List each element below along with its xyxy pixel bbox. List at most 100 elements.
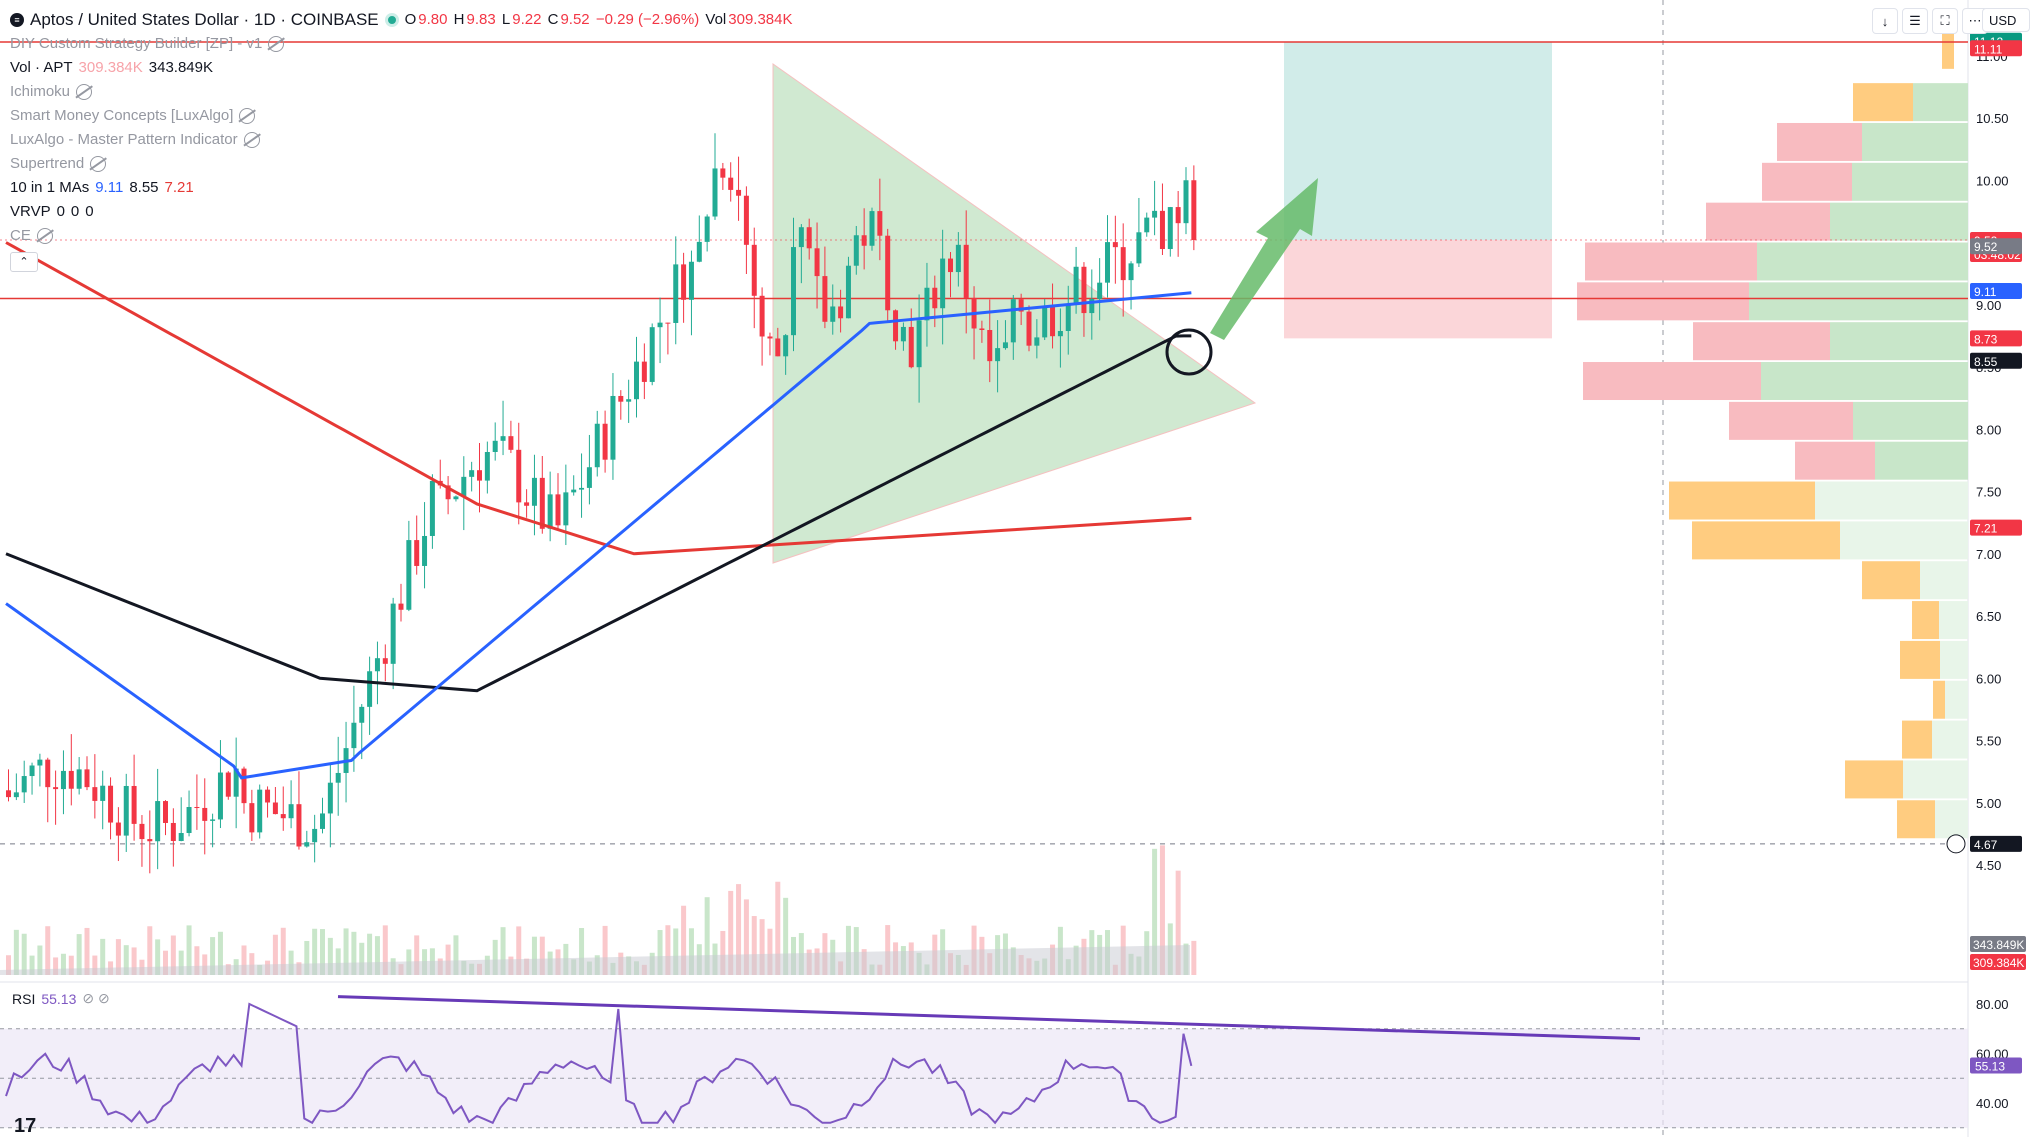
volume-bar [445,944,451,975]
candle-body [696,241,702,262]
candle-body [147,839,153,842]
candle-body [1152,210,1158,218]
candle-body [531,477,537,506]
price-tag-label: 8.73 [1974,332,1998,346]
volume-profile-bar [1761,362,1968,401]
volume-bar [100,938,106,975]
price-tag-label: 4.67 [1974,838,1998,852]
candle-body [1089,298,1095,314]
candle-body [1081,266,1087,314]
candle-body [304,842,310,847]
candle-body [53,787,59,790]
volume-bar [1159,845,1165,975]
volume-bar [382,925,388,975]
price-tick-label: 4.50 [1976,858,2001,873]
candle-body [225,772,231,797]
hidden-eye-icon[interactable] [90,156,107,172]
price-tick-label: 10.50 [1976,111,2009,126]
candle-body [673,264,679,323]
indicator-ce[interactable]: CE [10,224,795,248]
volume-tag-label: 343.849K [1973,938,2024,952]
indicator-smc[interactable]: Smart Money Concepts [LuxAlgo] [10,104,795,128]
candle-body [1034,337,1040,346]
price-tag [1970,238,2022,255]
candle-body [367,671,373,707]
down-arrow-icon[interactable]: ↓ [1872,8,1898,34]
settings-icon[interactable]: ☰ [1902,8,1928,34]
candle-body [265,789,271,803]
candle-body [1010,299,1016,343]
volume-profile-bar [1935,800,1968,839]
candle-body [249,803,255,833]
indicator-vrvp[interactable]: VRVP 0 0 0 [10,203,94,220]
candle-body [759,295,765,337]
price-tick-label: 6.50 [1976,609,2001,624]
volume-bar [343,928,349,975]
volume-profile-bar [1945,680,1968,719]
volume-profile-bar [1585,242,1757,281]
volume-tag [1970,954,2026,970]
candle-body [13,792,19,798]
currency-selector[interactable]: USD [1982,8,2030,32]
volume-bar [68,955,74,975]
indicator-volume[interactable]: Vol · APT 309.384K 343.849K [10,59,213,76]
rsi-line [5,1002,1193,1125]
candle-body [610,395,616,460]
candle-body [202,807,208,821]
candle-body [155,801,161,842]
volume-profile-bar [1940,640,1968,679]
price-tick-label: 6.00 [1976,671,2001,686]
chart-top-buttons: ↓ ☰ ⛶ ⋯ [1872,8,1988,34]
hidden-eye-icon[interactable] [76,84,93,100]
candle-body [767,336,773,339]
hidden-eye-icon[interactable] [243,132,260,148]
volume-bar [688,928,694,975]
candle-body [280,814,286,819]
indicator-mas[interactable]: 10 in 1 MAs 9.11 8.55 7.21 [10,179,194,196]
hidden-eye-icon[interactable] [268,36,285,52]
candle-body [429,480,435,536]
candle-body [312,828,318,843]
volume-bar [84,927,90,975]
hidden-eye-icon[interactable] [239,108,256,124]
indicator-supertrend[interactable]: Supertrend [10,152,795,176]
volume-bar [163,950,168,975]
rsi-settings-icon[interactable]: ⊘ ⊘ [82,990,110,1006]
price-tag-label: 9.52 [1974,240,1998,254]
candle-body [908,326,914,368]
candle-body [484,451,490,481]
market-status-icon[interactable] [384,13,399,27]
volume-bar [60,953,66,975]
highlight-circle [1165,328,1213,376]
volume-bar [37,945,43,975]
volume-profile-bar [1795,441,1875,480]
candle-body [469,470,475,477]
volume-profile-bar [1777,122,1862,161]
volume-profile-bar [1840,521,1968,560]
indicator-ichimoku[interactable]: Ichimoku [10,80,795,104]
candle-body [382,658,388,664]
volume-bar [170,935,176,975]
candle-body [1065,304,1071,331]
volume-profile-bar [1762,162,1852,201]
candle-body [1026,311,1032,346]
collapse-legend-button[interactable]: ⌃ [10,252,38,272]
position-target-zone [1284,42,1552,241]
candle-body [445,485,451,500]
indicator-master-pattern[interactable]: LuxAlgo - Master Pattern Indicator [10,128,795,152]
volume-bar [720,930,726,975]
volume-bar [704,897,710,975]
volume-bar [1191,940,1197,975]
volume-bar [186,925,192,975]
volume-bar [6,955,11,975]
hidden-eye-icon[interactable] [36,228,53,244]
volume-profile-bar [1920,561,1968,600]
price-tag-label: 11.11 [1974,42,2003,56]
symbol-title[interactable]: Aptos / United States Dollar · 1D · COIN… [30,10,379,29]
indicator-strategy-builder[interactable]: DIY Custom Strategy Builder [ZP] - v1 [10,32,795,56]
candle-body [681,264,687,300]
candle-body [21,776,27,793]
candle-body [822,276,828,322]
fullscreen-icon[interactable]: ⛶ [1932,8,1958,34]
